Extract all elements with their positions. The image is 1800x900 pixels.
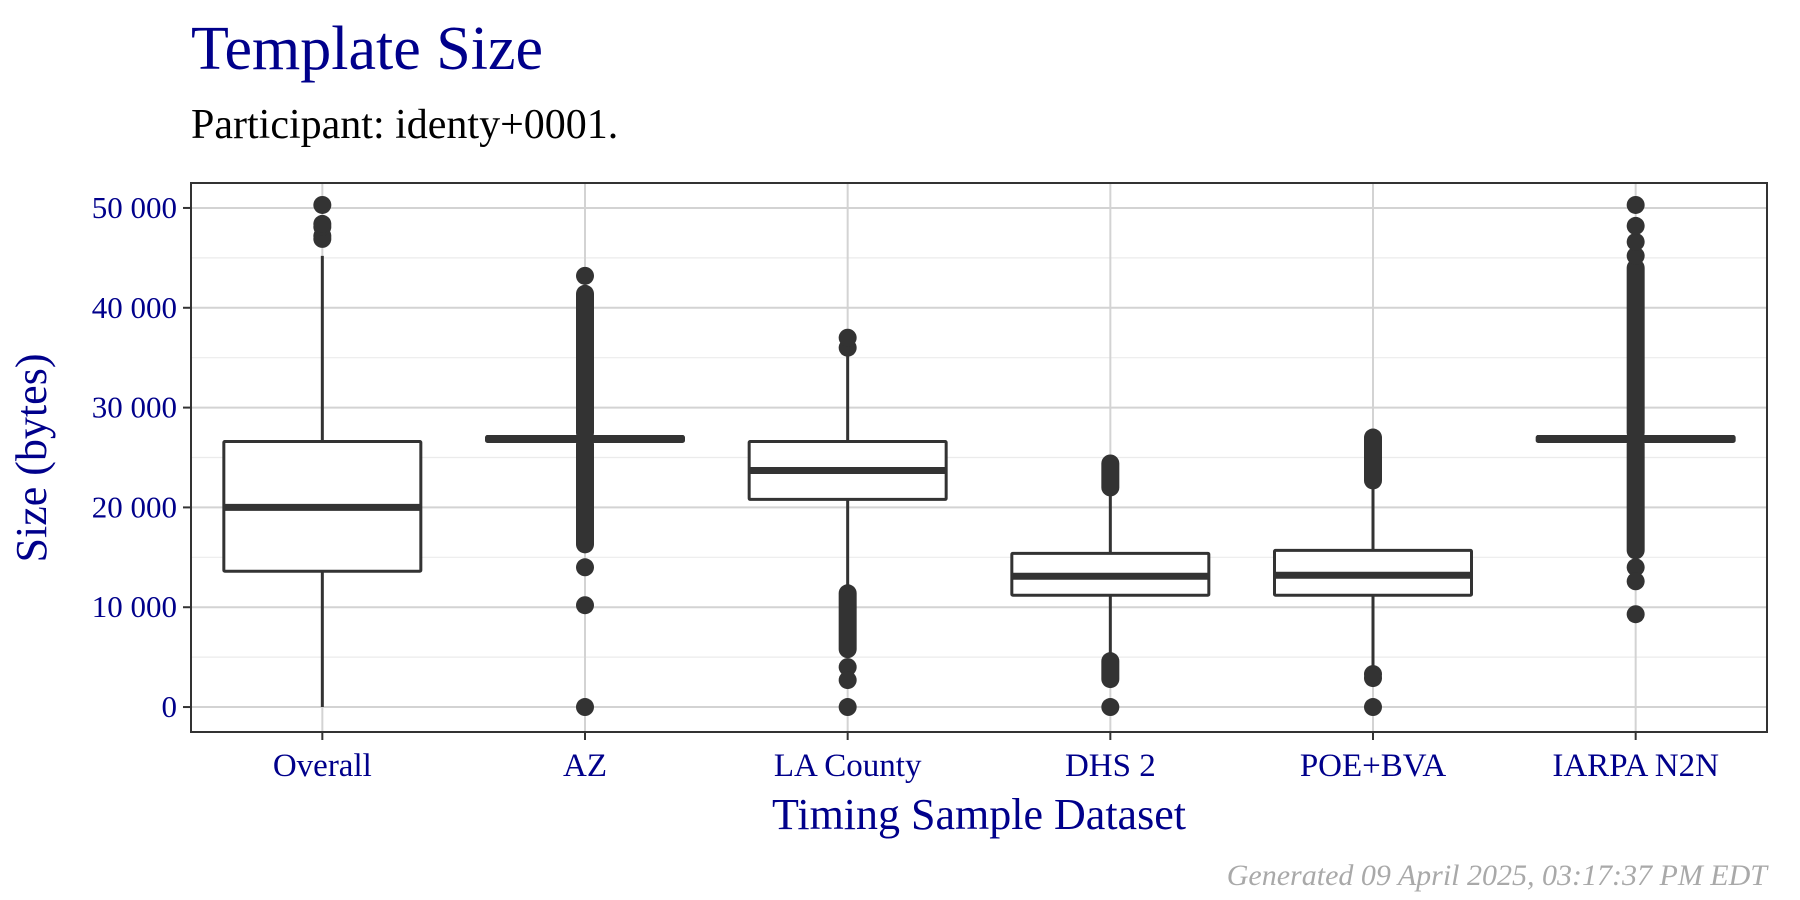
outlier-cluster (1101, 454, 1120, 497)
x-tick-label: LA County (774, 748, 922, 784)
box-az (485, 266, 685, 717)
outlier-cluster (1626, 258, 1645, 442)
x-tick-label: AZ (563, 748, 607, 784)
outlier-point (576, 698, 594, 717)
box-la-county (747, 328, 948, 717)
chart-title: Template Size (191, 15, 544, 83)
outlier-point (1626, 558, 1645, 577)
box-overall (222, 195, 423, 708)
outlier-point (1364, 665, 1382, 684)
y-tick-label: 30 000 (92, 390, 177, 425)
x-tick-label: DHS 2 (1065, 748, 1156, 784)
outlier-point (313, 214, 332, 233)
outlier-cluster (1364, 428, 1382, 490)
outlier-point (838, 698, 857, 717)
outlier-cluster (838, 584, 857, 659)
box-iarpa-n2n (1535, 195, 1736, 624)
outlier-point (313, 195, 332, 214)
grid-layer (191, 183, 1767, 732)
outlier-point (838, 658, 857, 677)
outlier-point (838, 328, 857, 347)
x-tick-label: IARPA N2N (1552, 748, 1719, 784)
y-axis-title: Size (bytes) (7, 354, 56, 563)
outlier-cluster (576, 435, 594, 554)
chart-subtitle: Participant: identy+0001. (191, 102, 619, 148)
outlier-point (1626, 605, 1645, 624)
outlier-point (1364, 698, 1382, 717)
box-layer (222, 195, 1736, 717)
x-tick-label: Overall (273, 748, 372, 784)
x-tick-label: POE+BVA (1300, 748, 1447, 784)
y-tick-label: 50 000 (92, 190, 177, 225)
y-axis-ticks: 0 10 000 20 000 30 000 40 000 50 000 (92, 190, 191, 724)
y-tick-label: 0 (162, 689, 178, 724)
outlier-point (1626, 216, 1645, 235)
outlier-point (576, 596, 594, 615)
y-tick-label: 40 000 (92, 290, 177, 325)
outlier-point (838, 671, 857, 690)
y-tick-label: 20 000 (92, 489, 177, 524)
x-axis-title: Timing Sample Dataset (772, 790, 1186, 839)
outlier-point (1626, 195, 1645, 214)
generated-timestamp: Generated 09 April 2025, 03:17:37 PM EDT (1226, 859, 1767, 892)
plot-panel-border (190, 182, 1768, 733)
outlier-cluster (1626, 435, 1645, 560)
y-tick-label: 10 000 (92, 589, 177, 624)
outlier-point (1626, 246, 1645, 265)
outlier-cluster (576, 284, 594, 442)
box-poe-bva (1273, 428, 1473, 717)
outlier-point (1626, 572, 1645, 591)
x-axis-ticks: Overall AZ LA County DHS 2 POE+BVA IARPA N2N (273, 732, 1719, 784)
outlier-point (1101, 698, 1120, 717)
outlier-point (1626, 232, 1645, 251)
outlier-point (576, 558, 594, 577)
outlier-point (576, 266, 594, 285)
outlier-cluster (1101, 652, 1120, 689)
box-dhs-2 (1010, 454, 1211, 717)
